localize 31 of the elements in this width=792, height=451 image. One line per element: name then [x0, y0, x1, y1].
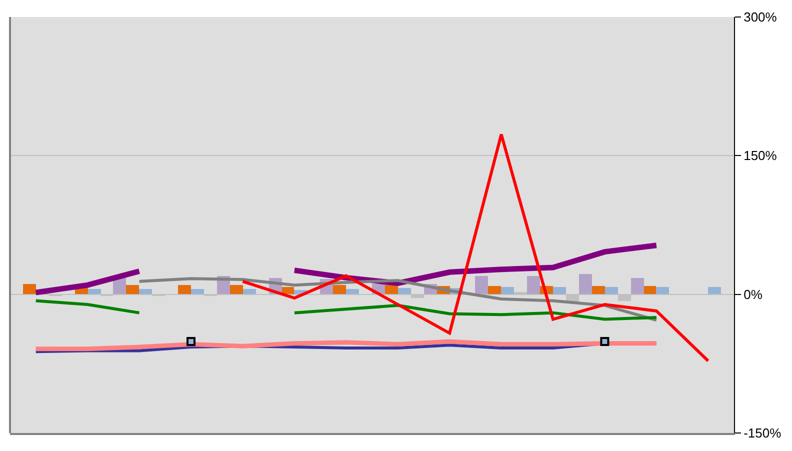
bar [501, 287, 514, 294]
line-series [241, 132, 710, 362]
bar [346, 289, 359, 294]
bar [88, 289, 101, 294]
bar [605, 287, 618, 294]
bar [656, 287, 669, 294]
bar [282, 287, 294, 294]
bar [398, 288, 411, 294]
y-tick-label: 150% [744, 148, 778, 164]
bar [475, 276, 488, 294]
bar [178, 285, 191, 294]
bar [488, 286, 501, 294]
bar [579, 274, 592, 294]
bar [553, 287, 566, 294]
bar [23, 284, 36, 294]
bar [527, 276, 540, 294]
bar [139, 289, 152, 294]
bar [385, 285, 398, 294]
bar [631, 278, 644, 294]
y-tick-label: 0% [744, 286, 763, 302]
bar [333, 285, 346, 294]
bar [243, 289, 256, 294]
y-tick-label: 300% [744, 10, 778, 25]
bar [644, 286, 656, 294]
bar [191, 289, 204, 294]
y-tick-label: -150% [744, 426, 782, 441]
bar [126, 285, 139, 294]
bar [708, 287, 721, 294]
line-series [138, 277, 658, 322]
bar [230, 285, 243, 294]
bar [592, 286, 605, 294]
